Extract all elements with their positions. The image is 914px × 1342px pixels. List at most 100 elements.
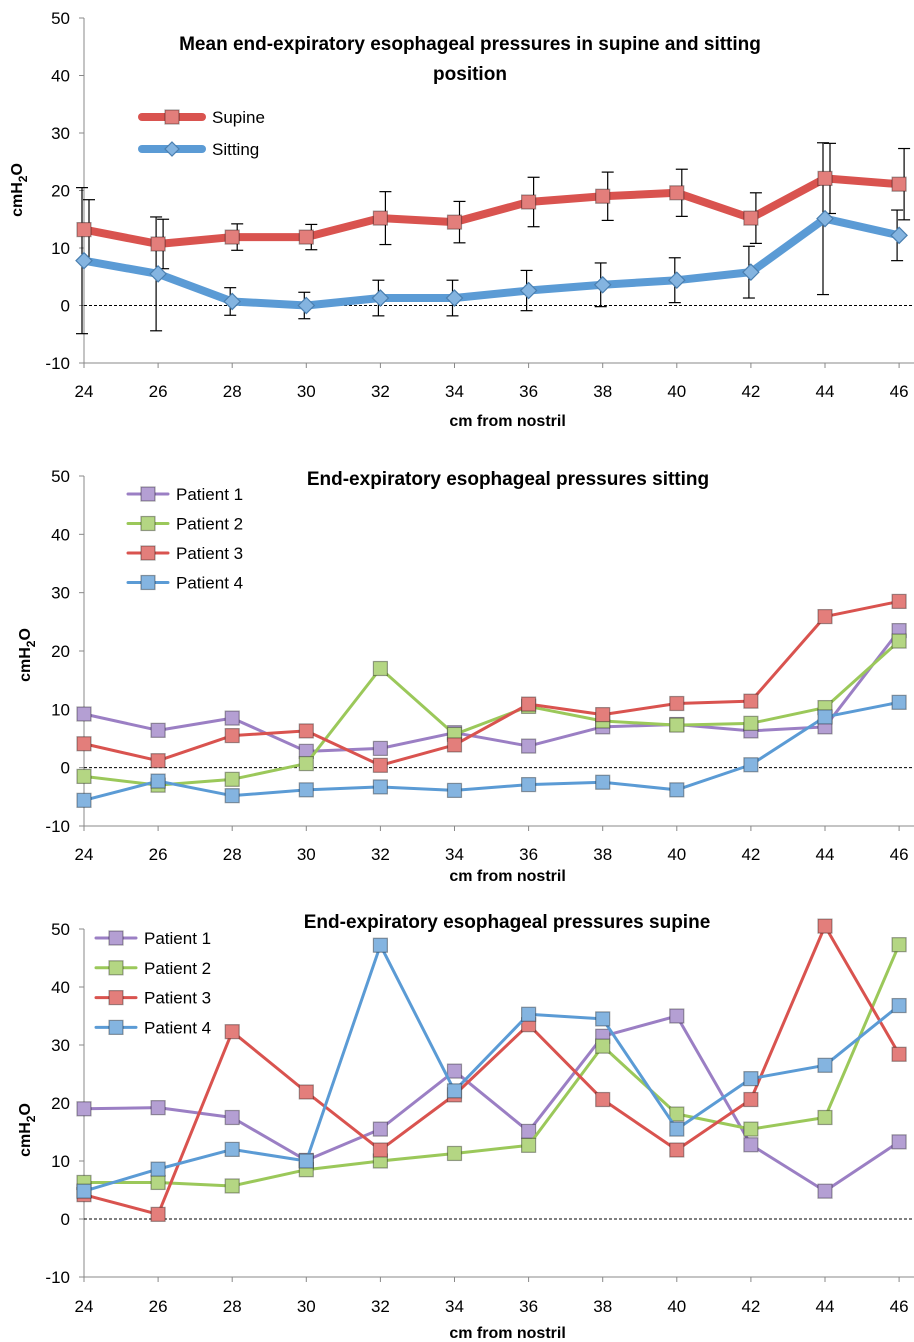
y-tick-label: 40 [51, 978, 70, 997]
data-point [150, 1206, 166, 1222]
data-point [372, 660, 388, 677]
data-point [150, 1161, 166, 1177]
x-tick-label: 46 [890, 1297, 909, 1316]
data-point [372, 1142, 388, 1158]
data-point [224, 1024, 240, 1040]
chart-title: End-expiratory esophageal pressures sitt… [307, 469, 709, 490]
x-tick-label: 30 [297, 1297, 316, 1316]
data-point [76, 1183, 92, 1199]
legend-entry: Patient 2 [126, 515, 243, 534]
legend-entry: Supine [138, 108, 265, 127]
series-line [80, 214, 904, 310]
series-sitting [75, 209, 908, 315]
x-tick-label: 40 [667, 1297, 686, 1316]
data-point [816, 209, 834, 228]
x-tick-label: 44 [816, 845, 835, 864]
data-point [371, 289, 390, 307]
legend-label: Patient 3 [176, 544, 243, 563]
data-point [520, 776, 537, 793]
x-tick-label: 34 [445, 845, 464, 864]
legend-label: Sitting [212, 140, 259, 159]
x-tick-label: 26 [149, 845, 168, 864]
x-tick-label: 24 [75, 382, 94, 401]
data-point [743, 1121, 759, 1137]
data-point [595, 774, 611, 790]
data-point [224, 229, 240, 245]
data-point [743, 1091, 759, 1108]
data-point [891, 1134, 907, 1150]
legend-entry: Patient 4 [126, 574, 243, 593]
y-tick-label: 40 [51, 67, 70, 86]
data-point [76, 222, 92, 238]
x-tick-label: 30 [297, 382, 316, 401]
legend-marker [108, 989, 124, 1006]
data-point [150, 773, 166, 789]
series-supine [76, 170, 907, 252]
data-point [224, 727, 240, 744]
data-point [669, 1106, 685, 1122]
data-point [76, 706, 92, 722]
x-tick-label: 40 [667, 382, 686, 401]
data-point [817, 608, 833, 625]
y-tick-label: 20 [51, 642, 70, 661]
data-point [743, 1071, 759, 1087]
chart-title: Mean end-expiratory esophageal pressures… [179, 34, 761, 55]
data-point [150, 1100, 166, 1116]
chart-title: End-expiratory esophageal pressures supi… [304, 912, 711, 933]
data-point [669, 782, 685, 798]
data-point [743, 757, 759, 773]
x-tick-label: 26 [149, 382, 168, 401]
legend-entry: Patient 3 [94, 989, 211, 1008]
legend-label: Patient 1 [144, 929, 211, 948]
data-point [743, 210, 759, 226]
series-line [80, 174, 904, 248]
x-tick-label: 42 [741, 1297, 760, 1316]
legend-label: Patient 4 [144, 1018, 211, 1037]
data-point [224, 1178, 240, 1194]
data-point [817, 170, 833, 187]
data-point [372, 937, 388, 953]
data-point [298, 1153, 314, 1169]
x-tick-label: 24 [75, 1297, 94, 1316]
data-point [595, 1038, 611, 1054]
y-axis-title: cmH2O [17, 1103, 38, 1157]
legend-marker [108, 960, 124, 976]
series-line [82, 1014, 901, 1193]
data-point [891, 176, 907, 192]
data-point [224, 788, 240, 804]
series-patient-3 [76, 918, 907, 1222]
data-point [372, 1121, 388, 1137]
data-point [223, 292, 242, 311]
series-patient-4 [76, 694, 907, 808]
x-tick-label: 28 [223, 1297, 242, 1316]
series-line [82, 943, 901, 1188]
data-point [446, 737, 463, 753]
legend-marker [140, 545, 156, 561]
data-point [669, 185, 685, 201]
data-point [76, 1101, 92, 1117]
data-point [297, 296, 316, 315]
legend-marker [140, 486, 156, 502]
legend-entry: Patient 1 [94, 929, 211, 948]
y-tick-label: 30 [51, 124, 70, 143]
x-tick-label: 24 [75, 845, 94, 864]
series-line [82, 599, 901, 767]
data-point [224, 710, 240, 726]
data-point [669, 1008, 685, 1024]
data-point [445, 289, 464, 307]
data-point [150, 236, 166, 252]
legend-marker [108, 930, 124, 946]
data-point [520, 194, 537, 210]
data-point [667, 271, 686, 290]
data-point [595, 706, 611, 723]
y-tick-label: 50 [51, 9, 70, 28]
data-point [224, 1109, 240, 1126]
x-tick-label: 32 [371, 382, 390, 401]
x-tick-label: 42 [741, 382, 760, 401]
chart-3: 50 40 30 20 10 0 -10 24 26 28 30 32 34 36 38 40 42 44 46 cm… [17, 912, 914, 1342]
x-tick-label: 34 [445, 1297, 464, 1316]
legend-label: Patient 2 [144, 959, 211, 978]
y-tick-label: 10 [51, 700, 70, 719]
series-patient-3 [76, 593, 907, 773]
x-tick-label: 28 [223, 382, 242, 401]
